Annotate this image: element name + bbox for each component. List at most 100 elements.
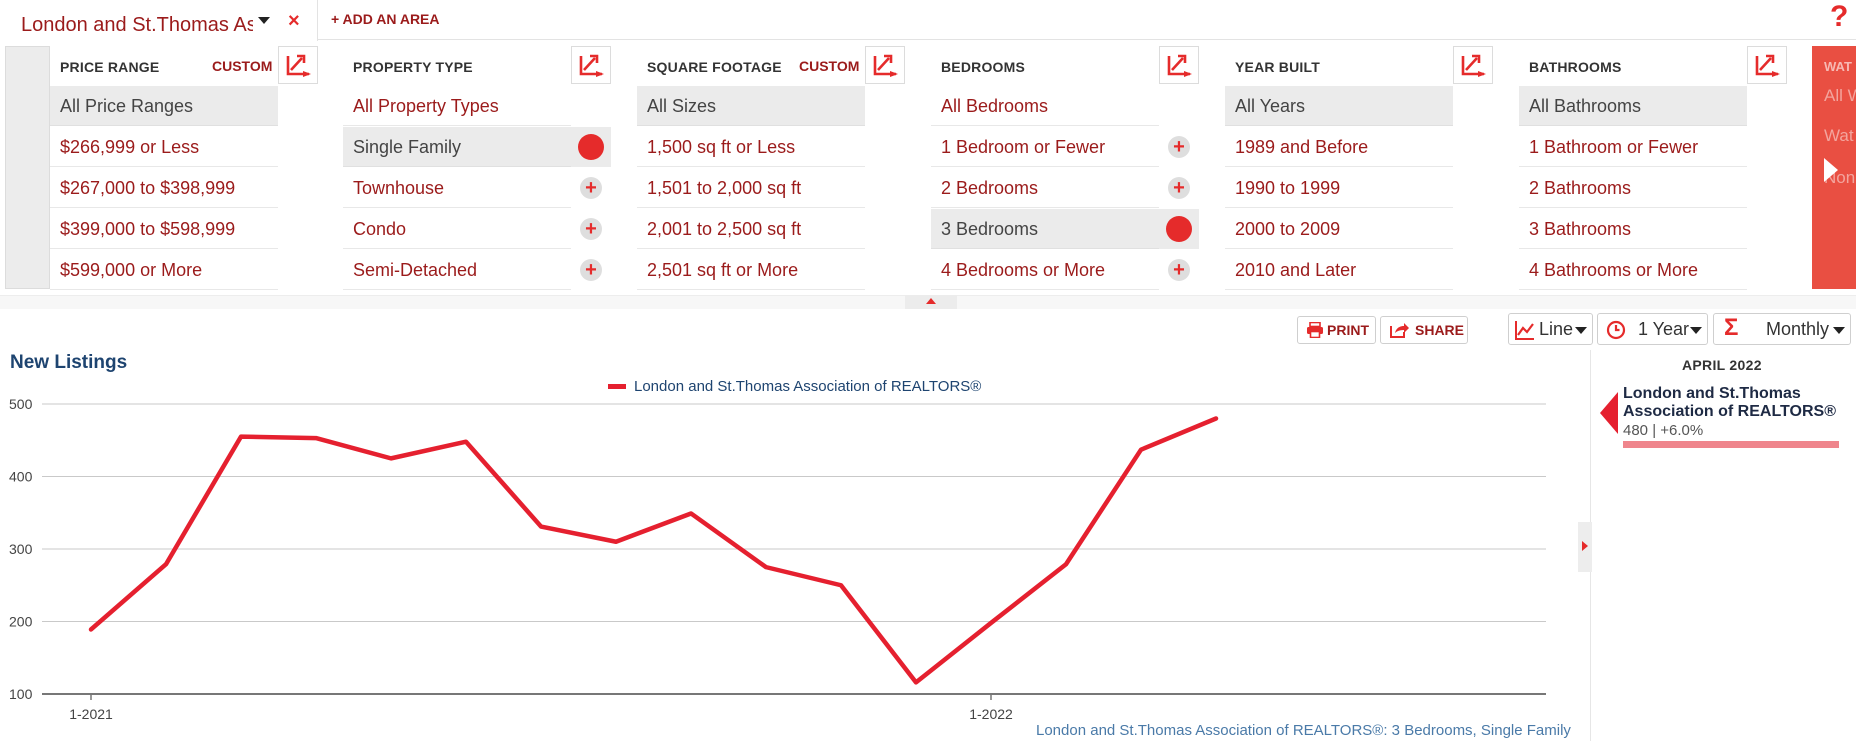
data-point[interactable] (838, 582, 844, 588)
filter-option[interactable]: $266,999 or Less (50, 127, 278, 167)
chart-type-select[interactable]: Line (1508, 313, 1593, 345)
tooltip-month: APRIL 2022 (1682, 357, 1762, 373)
collapse-filters-button[interactable] (905, 295, 957, 309)
close-icon[interactable]: × (288, 10, 300, 32)
filter-header: PROPERTY TYPE (353, 59, 473, 75)
data-point[interactable] (388, 455, 394, 461)
toggle-side-panel-button[interactable] (1578, 522, 1592, 572)
line-chart-icon (1515, 321, 1534, 340)
filter-option[interactable]: 1989 and Before (1225, 127, 1453, 167)
filter-option[interactable]: $267,000 to $398,999 (50, 168, 278, 208)
selected-dot-icon[interactable] (571, 127, 611, 167)
data-point[interactable] (463, 439, 469, 445)
help-icon[interactable]: ? (1830, 0, 1849, 33)
graph-by-button[interactable] (278, 46, 318, 84)
plus-icon: + (580, 259, 602, 281)
chart-footer-note: London and St.Thomas Association of REAL… (1036, 722, 1571, 739)
filter-option[interactable]: $599,000 or More (50, 250, 278, 290)
custom-range-button[interactable]: CUSTOM (212, 58, 273, 74)
filter-option[interactable]: 2,501 sq ft or More (637, 250, 865, 290)
tooltip-value: 480 | +6.0% (1623, 422, 1704, 439)
filter-option[interactable]: 3 Bedrooms (931, 209, 1159, 249)
filter-scroll-left[interactable] (5, 46, 50, 289)
filter-option[interactable]: 1 Bedroom or Fewer (931, 127, 1159, 167)
data-point[interactable] (238, 434, 244, 440)
area-bar: London and St.Thomas Association of REAL… (0, 0, 1856, 41)
data-point[interactable] (613, 539, 619, 545)
filter-column-price: PRICE RANGE CUSTOM All Price Ranges $266,99… (50, 46, 335, 290)
add-comparison-button[interactable]: + (1159, 168, 1199, 208)
filter-option[interactable]: All Years (1225, 86, 1453, 126)
add-area-button[interactable]: + ADD AN AREA (331, 11, 440, 27)
chevron-down-icon (1833, 327, 1845, 334)
chart-title: New Listings (10, 352, 128, 373)
filter-option[interactable]: 4 Bathrooms or More (1519, 250, 1747, 290)
tooltip-series-name: London and St.Thomas Association of REAL… (1623, 385, 1836, 420)
data-point[interactable] (1063, 561, 1069, 567)
custom-range-button[interactable]: CUSTOM (799, 58, 860, 74)
print-label: PRINT (1327, 322, 1369, 338)
filter-scroll-right[interactable]: WAT All W Wat Non (1812, 46, 1856, 289)
filter-option[interactable]: $399,000 to $598,999 (50, 209, 278, 249)
data-point[interactable] (313, 435, 319, 441)
filter-column-sqft: SQUARE FOOTAGE CUSTOM All Sizes 1,500 sq ft… (637, 46, 922, 290)
graph-arrow-icon (1461, 54, 1486, 77)
filter-option[interactable]: All Price Ranges (50, 86, 278, 126)
filter-option[interactable]: 2010 and Later (1225, 250, 1453, 290)
filter-option[interactable]: Semi-Detached (343, 250, 571, 290)
filter-option[interactable]: All Bedrooms (931, 86, 1159, 126)
print-button[interactable]: PRINT (1297, 316, 1376, 344)
graph-by-button[interactable] (571, 46, 611, 84)
graph-by-button[interactable] (1159, 46, 1199, 84)
x-tick-label: 1-2021 (69, 706, 113, 722)
filter-option[interactable]: 1990 to 1999 (1225, 168, 1453, 208)
filter-option[interactable]: All Bathrooms (1519, 86, 1747, 126)
graph-arrow-icon (1755, 54, 1780, 77)
filter-option[interactable]: All Property Types (343, 86, 571, 126)
data-point[interactable] (913, 679, 919, 685)
data-point[interactable] (1138, 447, 1144, 453)
chevron-right-icon[interactable] (1824, 158, 1838, 182)
filter-option[interactable]: Townhouse (343, 168, 571, 208)
selected-dot-icon[interactable] (1159, 209, 1199, 249)
add-comparison-button[interactable]: + (571, 209, 611, 249)
series-line[interactable] (88, 416, 1219, 685)
graph-by-button[interactable] (1453, 46, 1493, 84)
share-button[interactable]: SHARE (1380, 316, 1468, 344)
graph-by-button[interactable] (865, 46, 905, 84)
legend-swatch (608, 384, 626, 389)
filter-option[interactable]: Condo (343, 209, 571, 249)
period-select[interactable]: 1 Year (1597, 313, 1708, 345)
legend-label[interactable]: London and St.Thomas Association of REAL… (634, 378, 982, 395)
filter-option[interactable]: 1 Bathroom or Fewer (1519, 127, 1747, 167)
filter-option[interactable]: 1,500 sq ft or Less (637, 127, 865, 167)
add-comparison-button[interactable]: + (1159, 127, 1199, 167)
dot-icon (578, 134, 604, 160)
add-comparison-button[interactable]: + (1159, 250, 1199, 290)
y-tick-label: 100 (9, 686, 33, 702)
add-comparison-button[interactable]: + (571, 250, 611, 290)
data-point[interactable] (688, 510, 694, 516)
data-point[interactable] (163, 561, 169, 567)
filter-option[interactable]: 1,501 to 2,000 sq ft (637, 168, 865, 208)
filter-option[interactable]: 3 Bathrooms (1519, 209, 1747, 249)
area-tab[interactable]: London and St.Thomas Association of REAL… (0, 0, 318, 41)
filter-option[interactable]: All Sizes (637, 86, 865, 126)
filter-option[interactable]: 2000 to 2009 (1225, 209, 1453, 249)
filter-option[interactable]: Single Family (343, 127, 571, 167)
filter-option[interactable]: 4 Bedrooms or More (931, 250, 1159, 290)
graph-by-button[interactable] (1747, 46, 1787, 84)
add-comparison-button[interactable]: + (571, 168, 611, 208)
data-point[interactable] (988, 620, 994, 626)
chevron-down-icon[interactable] (258, 17, 270, 24)
area-name[interactable]: London and St.Thomas Association of REAL… (21, 14, 253, 36)
filter-option[interactable]: 2 Bathrooms (1519, 168, 1747, 208)
filter-option[interactable]: 2,001 to 2,500 sq ft (637, 209, 865, 249)
data-point[interactable] (763, 564, 769, 570)
data-point[interactable] (538, 524, 544, 530)
data-point[interactable] (1213, 416, 1219, 422)
aggregation-select[interactable]: Σ Monthly (1713, 313, 1851, 345)
data-point[interactable] (88, 626, 94, 632)
filter-option[interactable]: 2 Bedrooms (931, 168, 1159, 208)
y-tick-label: 200 (9, 614, 33, 630)
